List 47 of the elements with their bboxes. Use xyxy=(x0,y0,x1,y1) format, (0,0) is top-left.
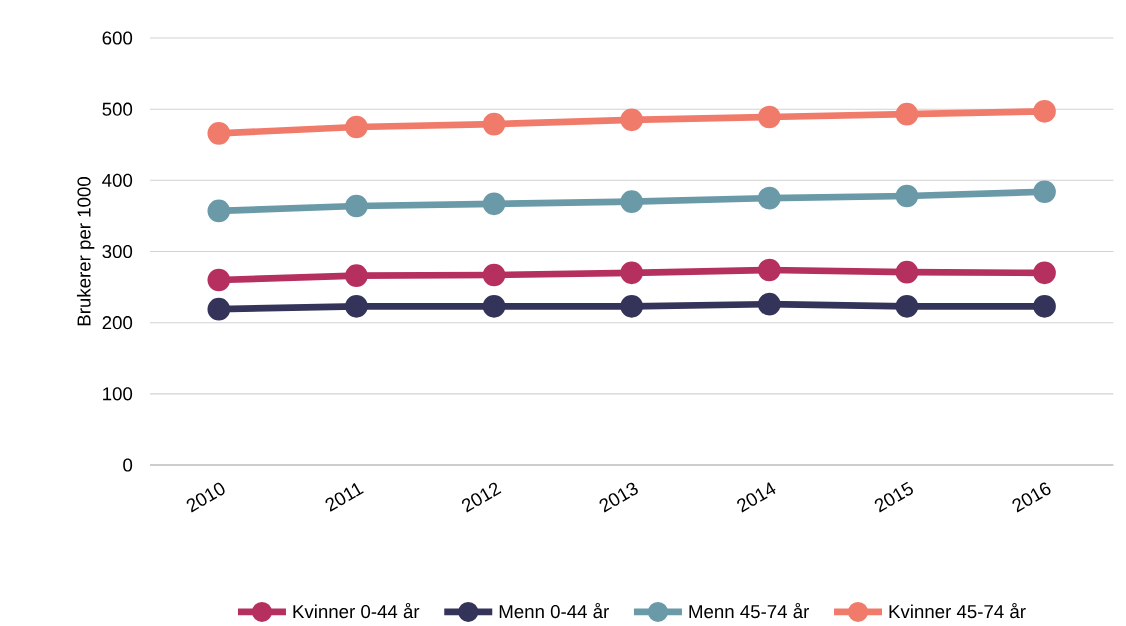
legend-label: Menn 45-74 år xyxy=(689,602,810,619)
point xyxy=(620,261,644,285)
point xyxy=(207,297,231,321)
point xyxy=(482,192,506,216)
x-tick-label: 2010 xyxy=(186,482,225,513)
x-tick-label: 2015 xyxy=(874,481,913,513)
point xyxy=(345,294,368,318)
y-tick-label: 600 xyxy=(102,31,133,45)
x-tick-label: 2014 xyxy=(737,482,776,513)
point xyxy=(482,112,506,136)
legend-label: Menn 0-44 år xyxy=(499,602,609,619)
point xyxy=(620,294,644,318)
point xyxy=(207,268,231,292)
point xyxy=(207,121,231,145)
x-tick-label: 2013 xyxy=(599,482,638,513)
point xyxy=(895,102,919,126)
y-axis-title: Brukerer per 1000 xyxy=(76,176,95,326)
y-tick-label: 200 xyxy=(102,315,133,330)
legend-label: Kvinner 0-44 år xyxy=(293,602,420,619)
point xyxy=(207,199,231,223)
x-tick-label: 2011 xyxy=(325,482,364,512)
point xyxy=(482,263,506,287)
legend-label: Kvinner 45-74 år xyxy=(889,602,1026,619)
point xyxy=(757,186,781,210)
point xyxy=(1033,261,1056,285)
x-tick-label: 2016 xyxy=(1012,482,1051,513)
point xyxy=(895,184,919,208)
point xyxy=(620,190,644,213)
y-tick-label: 100 xyxy=(103,387,133,401)
point xyxy=(757,258,781,282)
point xyxy=(620,108,644,132)
point xyxy=(757,105,781,129)
point xyxy=(1033,294,1056,318)
point xyxy=(895,294,919,318)
point xyxy=(895,260,919,284)
y-tick-label: 300 xyxy=(102,244,133,259)
point xyxy=(757,292,781,316)
point xyxy=(345,115,368,139)
point xyxy=(345,264,368,287)
y-tick-label: 500 xyxy=(102,102,133,116)
point xyxy=(1033,180,1056,203)
y-tick-label: 400 xyxy=(102,173,133,187)
point xyxy=(345,194,368,218)
point xyxy=(482,294,506,318)
y-tick-label: 0 xyxy=(123,458,133,472)
point xyxy=(1033,99,1056,123)
x-tick-label: 2012 xyxy=(461,482,502,513)
